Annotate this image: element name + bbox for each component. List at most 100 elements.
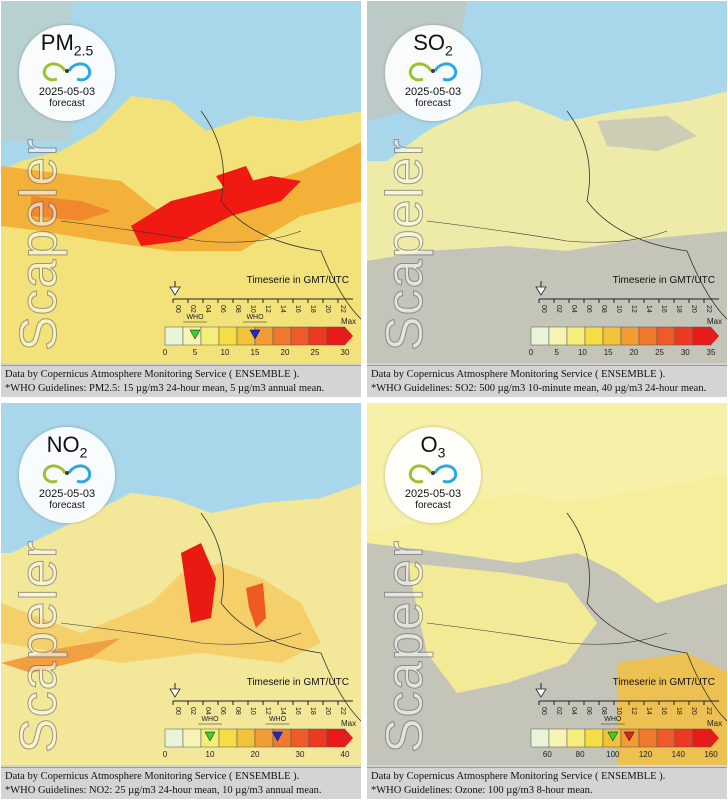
timeline-hour-label: 20: [690, 707, 697, 715]
timeline-hour-label: 02: [189, 707, 196, 715]
footer-source: Data by Copernicus Atmosphere Monitoring…: [371, 771, 666, 782]
timeline-hour-label: 10: [249, 707, 256, 715]
timeline-hour-label: 06: [585, 707, 592, 715]
who-marker-icon: [204, 731, 216, 742]
legend-max-label: Max: [707, 317, 722, 326]
legend-swatch: [674, 728, 694, 748]
legend-swatch: [326, 728, 346, 748]
legend-o3: 00 02 04 06 08 10 12 14 16 18 20 22 Max 60 80 100 120 140…: [530, 683, 722, 759]
who-label: WHO: [604, 716, 622, 723]
forecast-label: forecast: [415, 98, 451, 110]
legend-tick-label: 5: [193, 348, 198, 357]
legend-swatch: [272, 326, 292, 346]
map-pm25: [1, 1, 361, 363]
legend-tick-label: 20: [281, 348, 290, 357]
timeline-hour-label: 22: [339, 305, 346, 313]
legend-tick-label: 0: [163, 750, 168, 759]
footer-source: Data by Copernicus Atmosphere Monitoring…: [371, 369, 666, 380]
legend-max-label: Max: [341, 317, 356, 326]
forecast-date: 2025-05-03: [404, 86, 462, 99]
legend-swatch: [308, 326, 328, 346]
pollutant-name: PM2.5: [40, 30, 94, 59]
legend-swatch: [218, 728, 238, 748]
timeline-hour-label: 02: [189, 305, 196, 313]
timeline-hour-label: 08: [234, 305, 241, 313]
legend-swatch: [182, 326, 202, 346]
forecast-label: forecast: [49, 98, 85, 110]
timeline-hour-label: 12: [630, 305, 637, 313]
timeserie-label: Timeserie in GMT/UTC: [612, 275, 715, 286]
legend-tick-label: 15: [251, 348, 260, 357]
who-label: WHO: [201, 716, 219, 723]
timeline-hour-label: 20: [690, 305, 697, 313]
timeline-hour-label: 14: [645, 305, 652, 313]
timeline-hour-label: 04: [204, 707, 211, 715]
timeline-hour-label: 20: [324, 305, 331, 313]
legend-tick-label: 10: [221, 348, 230, 357]
timeline-hour-label: 04: [204, 305, 211, 313]
legend-swatch: [236, 728, 256, 748]
timeline-hour-label: 00: [540, 305, 547, 313]
timeline-hour-label: 06: [219, 707, 226, 715]
timeline-hour-label: 14: [279, 707, 286, 715]
footer-so2: Data by Copernicus Atmosphere Monitoring…: [367, 365, 727, 397]
legend-swatch: [530, 728, 550, 748]
timeline-hour-label: 08: [600, 305, 607, 313]
timeserie-label: Timeserie in GMT/UTC: [612, 677, 715, 688]
legend-max-arrow-icon: [711, 729, 719, 747]
timeline-hour-label: 10: [615, 707, 622, 715]
who-label: WHO: [246, 314, 264, 321]
legend-tick-label: 100: [606, 750, 620, 759]
legend-tick-label: 25: [311, 348, 320, 357]
pollutant-badge: PM2.5 2025-05-03 forecast: [19, 25, 115, 121]
footer-no2: Data by Copernicus Atmosphere Monitoring…: [1, 767, 361, 799]
who-label: WHO: [186, 314, 204, 321]
legend-swatch: [530, 326, 550, 346]
legend-tick-label: 30: [296, 750, 305, 759]
legend-tick-label: 5: [554, 348, 559, 357]
legend-tick-label: 80: [576, 750, 585, 759]
legend-swatch: [164, 326, 184, 346]
legend-max-label: Max: [707, 719, 722, 728]
legend-swatch: [584, 728, 604, 748]
legend-tick-label: 120: [639, 750, 653, 759]
panel-pm25: Scapeler PM2.5 2025-05-03 forecast Times…: [0, 0, 362, 398]
legend-max-label: Max: [341, 719, 356, 728]
who-marker-icon: [272, 731, 283, 742]
legend-swatch: [236, 326, 256, 346]
legend-swatch: [692, 326, 712, 346]
timeline-hour-label: 20: [324, 707, 331, 715]
timeline-hour-label: 06: [585, 305, 592, 313]
legend-swatch: [638, 728, 658, 748]
legend-swatch: [290, 728, 310, 748]
pollutant-name: O3: [420, 432, 446, 461]
copernicus-logo-icon: [408, 62, 458, 82]
panel-so2: Scapeler SO2 2025-05-03 forecast Timeser…: [366, 0, 728, 398]
legend-tick-label: 20: [629, 348, 638, 357]
legend-tick-label: 40: [341, 750, 350, 759]
who-marker-icon: [249, 329, 261, 340]
footer-who-guidelines: *WHO Guidelines: Ozone: 100 µg/m3 8-hour…: [371, 785, 593, 796]
panel-no2: Scapeler NO2 2025-05-03 forecast Timeser…: [0, 402, 362, 800]
legend-tick-label: 20: [251, 750, 260, 759]
timeline-hour-label: 04: [570, 305, 577, 313]
time-pointer-icon: [169, 688, 181, 698]
forecast-label: forecast: [49, 500, 85, 512]
legend-swatch: [584, 326, 604, 346]
timeline-hour-label: 12: [264, 305, 271, 313]
legend-tick-label: 140: [672, 750, 686, 759]
pollutant-badge: SO2 2025-05-03 forecast: [385, 25, 481, 121]
timeline-hour-label: 18: [309, 707, 316, 715]
legend-tick-label: 15: [604, 348, 613, 357]
legend-tick-label: 0: [163, 348, 168, 357]
copernicus-logo-icon: [42, 464, 92, 484]
timeline-hour-label: 22: [705, 707, 712, 715]
legend-so2: 00 02 04 06 08 10 12 14 16 18 20 22 Max 0 5 10 15 20 25 30 3…: [529, 281, 722, 357]
timeline-hour-label: 14: [645, 707, 652, 715]
time-pointer-icon: [169, 286, 181, 296]
legend-swatch: [218, 326, 238, 346]
legend-tick-label: 10: [578, 348, 587, 357]
footer-who-guidelines: *WHO Guidelines: PM2.5: 15 µg/m3 24-hour…: [5, 383, 325, 394]
legend-swatch: [566, 326, 586, 346]
legend-tick-label: 60: [543, 750, 552, 759]
